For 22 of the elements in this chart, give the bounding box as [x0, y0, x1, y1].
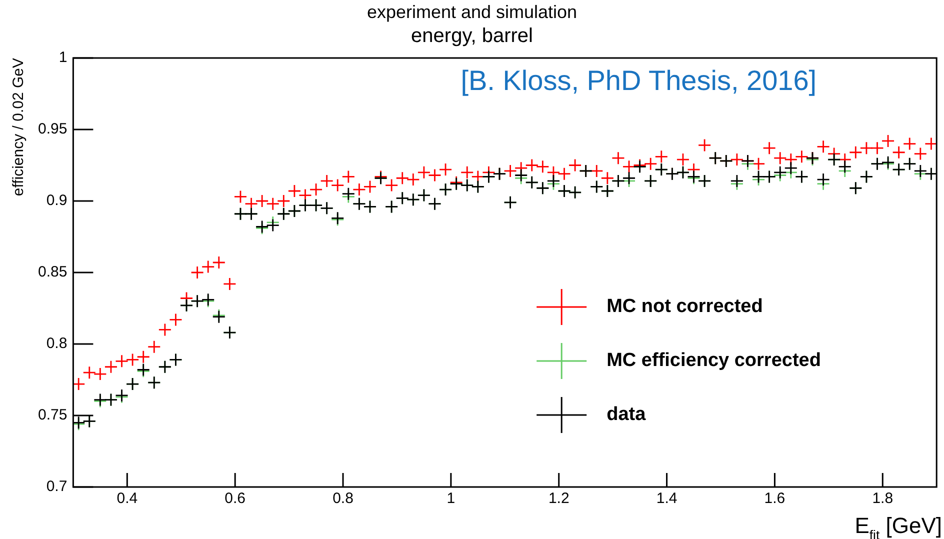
y-tick-label: 0.85: [38, 264, 68, 281]
chart-title: experiment and simulation: [366, 2, 578, 22]
x-tick-label: 0.4: [116, 490, 138, 508]
y-axis-title: efficiency / 0.02 GeV: [10, 58, 28, 196]
legend-label: MC efficiency corrected: [606, 350, 821, 372]
x-tick-label: 1.2: [548, 490, 570, 508]
y-tick-label: 0.95: [38, 120, 68, 138]
x-tick-label: 1.6: [764, 490, 786, 508]
x-tick-label: 0.8: [332, 490, 354, 508]
chart-subtitle: energy, barrel: [411, 25, 533, 47]
y-tick-label: 0.9: [46, 192, 68, 210]
annotation: [B. Kloss, PhD Thesis, 2016]: [460, 65, 817, 96]
x-tick-label: 1: [446, 490, 456, 508]
legend-label: data: [606, 404, 646, 426]
y-tick-label: 1: [58, 49, 68, 66]
x-tick-label: 1.4: [656, 490, 678, 508]
x-tick-label: 1.8: [872, 490, 894, 508]
x-tick-label: 0.6: [224, 490, 246, 508]
y-tick-label: 0.8: [46, 335, 68, 352]
y-tick-label: 0.7: [46, 478, 68, 496]
legend-label: MC not corrected: [606, 296, 763, 318]
y-tick-label: 0.75: [38, 406, 68, 424]
